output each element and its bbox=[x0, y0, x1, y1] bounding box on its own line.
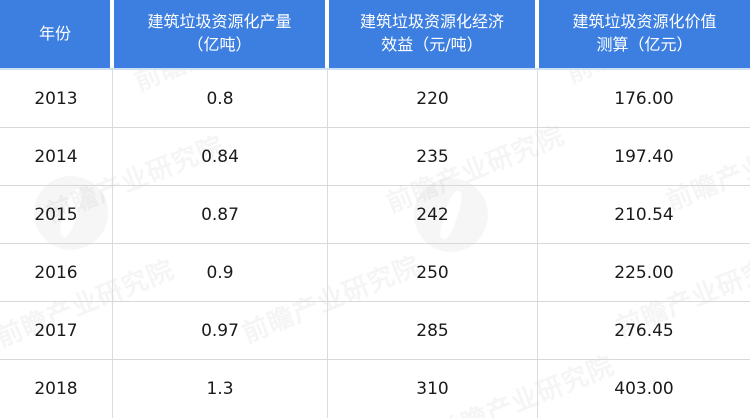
cell-output: 0.97 bbox=[112, 302, 327, 359]
column-header-value-line2: 测算（亿元） bbox=[596, 35, 693, 54]
cell-value: 225.00 bbox=[537, 244, 750, 301]
cell-year: 2015 bbox=[34, 204, 78, 225]
cell-year: 2017 bbox=[34, 320, 78, 341]
table-row: 2018 1.3 310 403.00 bbox=[0, 360, 750, 418]
table-row: 2014 0.84 235 197.40 bbox=[0, 128, 750, 186]
cell-value: 403.00 bbox=[537, 360, 750, 418]
table-row: 2013 0.8 220 176.00 bbox=[0, 70, 750, 128]
cell-output: 0.87 bbox=[112, 186, 327, 243]
column-header-benefit-line1: 建筑垃圾资源化经济 bbox=[359, 12, 504, 32]
cell-year: 2013 bbox=[34, 88, 78, 109]
cell-benefit: 242 bbox=[327, 186, 537, 243]
cell-value: 176.00 bbox=[537, 70, 750, 127]
cell-value: 210.54 bbox=[537, 186, 750, 243]
cell-value: 197.40 bbox=[537, 128, 750, 185]
cell-year: 2018 bbox=[34, 379, 78, 399]
cell-benefit: 235 bbox=[327, 128, 537, 185]
header-divider bbox=[325, 0, 329, 68]
table-body: 2013 0.8 220 176.00 2014 0.84 235 197.40… bbox=[0, 70, 750, 418]
cell-value: 276.45 bbox=[537, 302, 750, 359]
cell-output: 1.3 bbox=[112, 360, 327, 418]
column-header-value: 建筑垃圾资源化价值 测算（亿元） bbox=[539, 0, 750, 68]
table-header-row: 年份 建筑垃圾资源化产量 （亿吨） 建筑垃圾资源化经济 效益（元/吨） 建筑垃圾… bbox=[0, 0, 750, 70]
cell-year: 2016 bbox=[34, 262, 78, 283]
column-header-benefit-line2: 效益（元/吨） bbox=[381, 35, 483, 54]
column-header-benefit: 建筑垃圾资源化经济 效益（元/吨） bbox=[329, 0, 535, 68]
column-header-value-line1: 建筑垃圾资源化价值 bbox=[572, 12, 717, 32]
header-divider bbox=[110, 0, 114, 68]
header-divider bbox=[535, 0, 539, 68]
cell-benefit: 220 bbox=[327, 70, 537, 127]
cell-year: 2014 bbox=[34, 146, 78, 167]
table-row: 2016 0.9 250 225.00 bbox=[0, 244, 750, 302]
cell-benefit: 250 bbox=[327, 244, 537, 301]
column-header-output-line1: 建筑垃圾资源化产量 bbox=[147, 12, 292, 32]
column-header-output-line2: （亿吨） bbox=[187, 35, 252, 54]
cell-output: 0.8 bbox=[112, 70, 327, 127]
column-header-year: 年份 bbox=[0, 0, 110, 68]
column-header-output: 建筑垃圾资源化产量 （亿吨） bbox=[114, 0, 325, 68]
cell-output: 0.9 bbox=[112, 244, 327, 301]
cell-benefit: 285 bbox=[327, 302, 537, 359]
cell-benefit: 310 bbox=[327, 360, 537, 418]
table-row: 2015 0.87 242 210.54 bbox=[0, 186, 750, 244]
column-header-year-label: 年份 bbox=[38, 23, 71, 43]
table-row: 2017 0.97 285 276.45 bbox=[0, 302, 750, 360]
cell-output: 0.84 bbox=[112, 128, 327, 185]
